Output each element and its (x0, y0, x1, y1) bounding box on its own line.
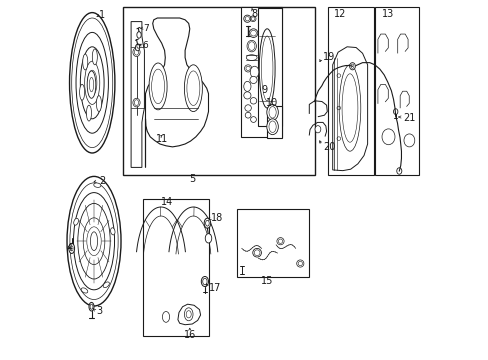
Bar (327, 7, 373, 175)
Ellipse shape (396, 168, 401, 174)
Polygon shape (178, 304, 200, 325)
Polygon shape (131, 22, 144, 167)
Ellipse shape (69, 13, 115, 153)
Ellipse shape (96, 96, 101, 112)
Ellipse shape (276, 238, 284, 245)
Ellipse shape (76, 32, 108, 133)
Ellipse shape (244, 105, 251, 111)
Ellipse shape (137, 32, 141, 38)
Text: 20: 20 (322, 142, 335, 152)
Ellipse shape (86, 105, 91, 121)
Text: 4: 4 (66, 243, 72, 253)
Text: 18: 18 (211, 213, 223, 223)
Ellipse shape (80, 84, 84, 100)
Text: 19: 19 (322, 52, 335, 62)
Bar (374, 7, 418, 175)
Ellipse shape (266, 119, 278, 135)
Text: 13: 13 (382, 9, 394, 19)
Ellipse shape (81, 288, 88, 293)
Ellipse shape (84, 61, 100, 104)
Ellipse shape (244, 65, 251, 72)
Ellipse shape (94, 183, 101, 188)
Ellipse shape (69, 243, 75, 253)
Ellipse shape (250, 117, 256, 122)
Ellipse shape (204, 218, 210, 228)
Text: 8: 8 (251, 9, 257, 19)
Ellipse shape (184, 311, 192, 322)
Ellipse shape (135, 44, 140, 51)
Ellipse shape (250, 98, 256, 104)
Text: 2: 2 (99, 176, 105, 186)
Ellipse shape (83, 218, 104, 265)
Ellipse shape (246, 40, 256, 52)
Bar (266, 106, 281, 138)
Ellipse shape (87, 71, 96, 98)
Polygon shape (145, 18, 208, 167)
Ellipse shape (133, 98, 140, 107)
Text: 5: 5 (189, 174, 195, 184)
Ellipse shape (244, 15, 250, 22)
Ellipse shape (381, 129, 394, 145)
Text: 1: 1 (99, 10, 105, 20)
Ellipse shape (89, 302, 94, 311)
Ellipse shape (403, 134, 414, 147)
Ellipse shape (349, 63, 355, 70)
Text: 14: 14 (161, 197, 173, 207)
Text: 11: 11 (155, 134, 167, 144)
Ellipse shape (205, 234, 211, 243)
Text: 21: 21 (402, 113, 414, 123)
Bar (241, 7, 282, 137)
Ellipse shape (266, 104, 278, 120)
Bar (142, 199, 208, 336)
Ellipse shape (296, 260, 303, 267)
Ellipse shape (252, 248, 261, 257)
Ellipse shape (250, 16, 256, 22)
Ellipse shape (249, 76, 257, 84)
Ellipse shape (393, 109, 397, 114)
Ellipse shape (184, 308, 193, 321)
Bar (236, 209, 308, 277)
Ellipse shape (184, 65, 202, 112)
Ellipse shape (103, 282, 109, 288)
Ellipse shape (73, 193, 114, 290)
Text: 15: 15 (260, 276, 272, 286)
Text: 17: 17 (208, 283, 221, 293)
Ellipse shape (314, 126, 320, 133)
Text: 6: 6 (142, 41, 147, 50)
Ellipse shape (67, 176, 121, 306)
Text: 7: 7 (143, 24, 149, 33)
Ellipse shape (244, 92, 250, 99)
Ellipse shape (244, 112, 250, 118)
Ellipse shape (74, 218, 78, 225)
Text: 12: 12 (333, 9, 346, 19)
Ellipse shape (110, 228, 115, 235)
Bar (122, 7, 314, 175)
Text: 3: 3 (96, 306, 102, 316)
Text: 16: 16 (183, 330, 196, 340)
Text: 9: 9 (261, 85, 267, 95)
Polygon shape (332, 47, 367, 171)
Ellipse shape (149, 63, 167, 110)
Ellipse shape (201, 276, 208, 287)
Ellipse shape (259, 29, 275, 108)
Text: 10: 10 (265, 98, 278, 108)
Bar (258, 8, 281, 126)
Ellipse shape (250, 66, 258, 78)
Ellipse shape (244, 81, 250, 91)
Ellipse shape (249, 29, 257, 37)
Ellipse shape (90, 232, 98, 251)
Ellipse shape (339, 65, 360, 151)
Ellipse shape (133, 48, 140, 57)
Ellipse shape (162, 311, 169, 322)
Ellipse shape (82, 54, 87, 70)
Ellipse shape (92, 49, 97, 65)
